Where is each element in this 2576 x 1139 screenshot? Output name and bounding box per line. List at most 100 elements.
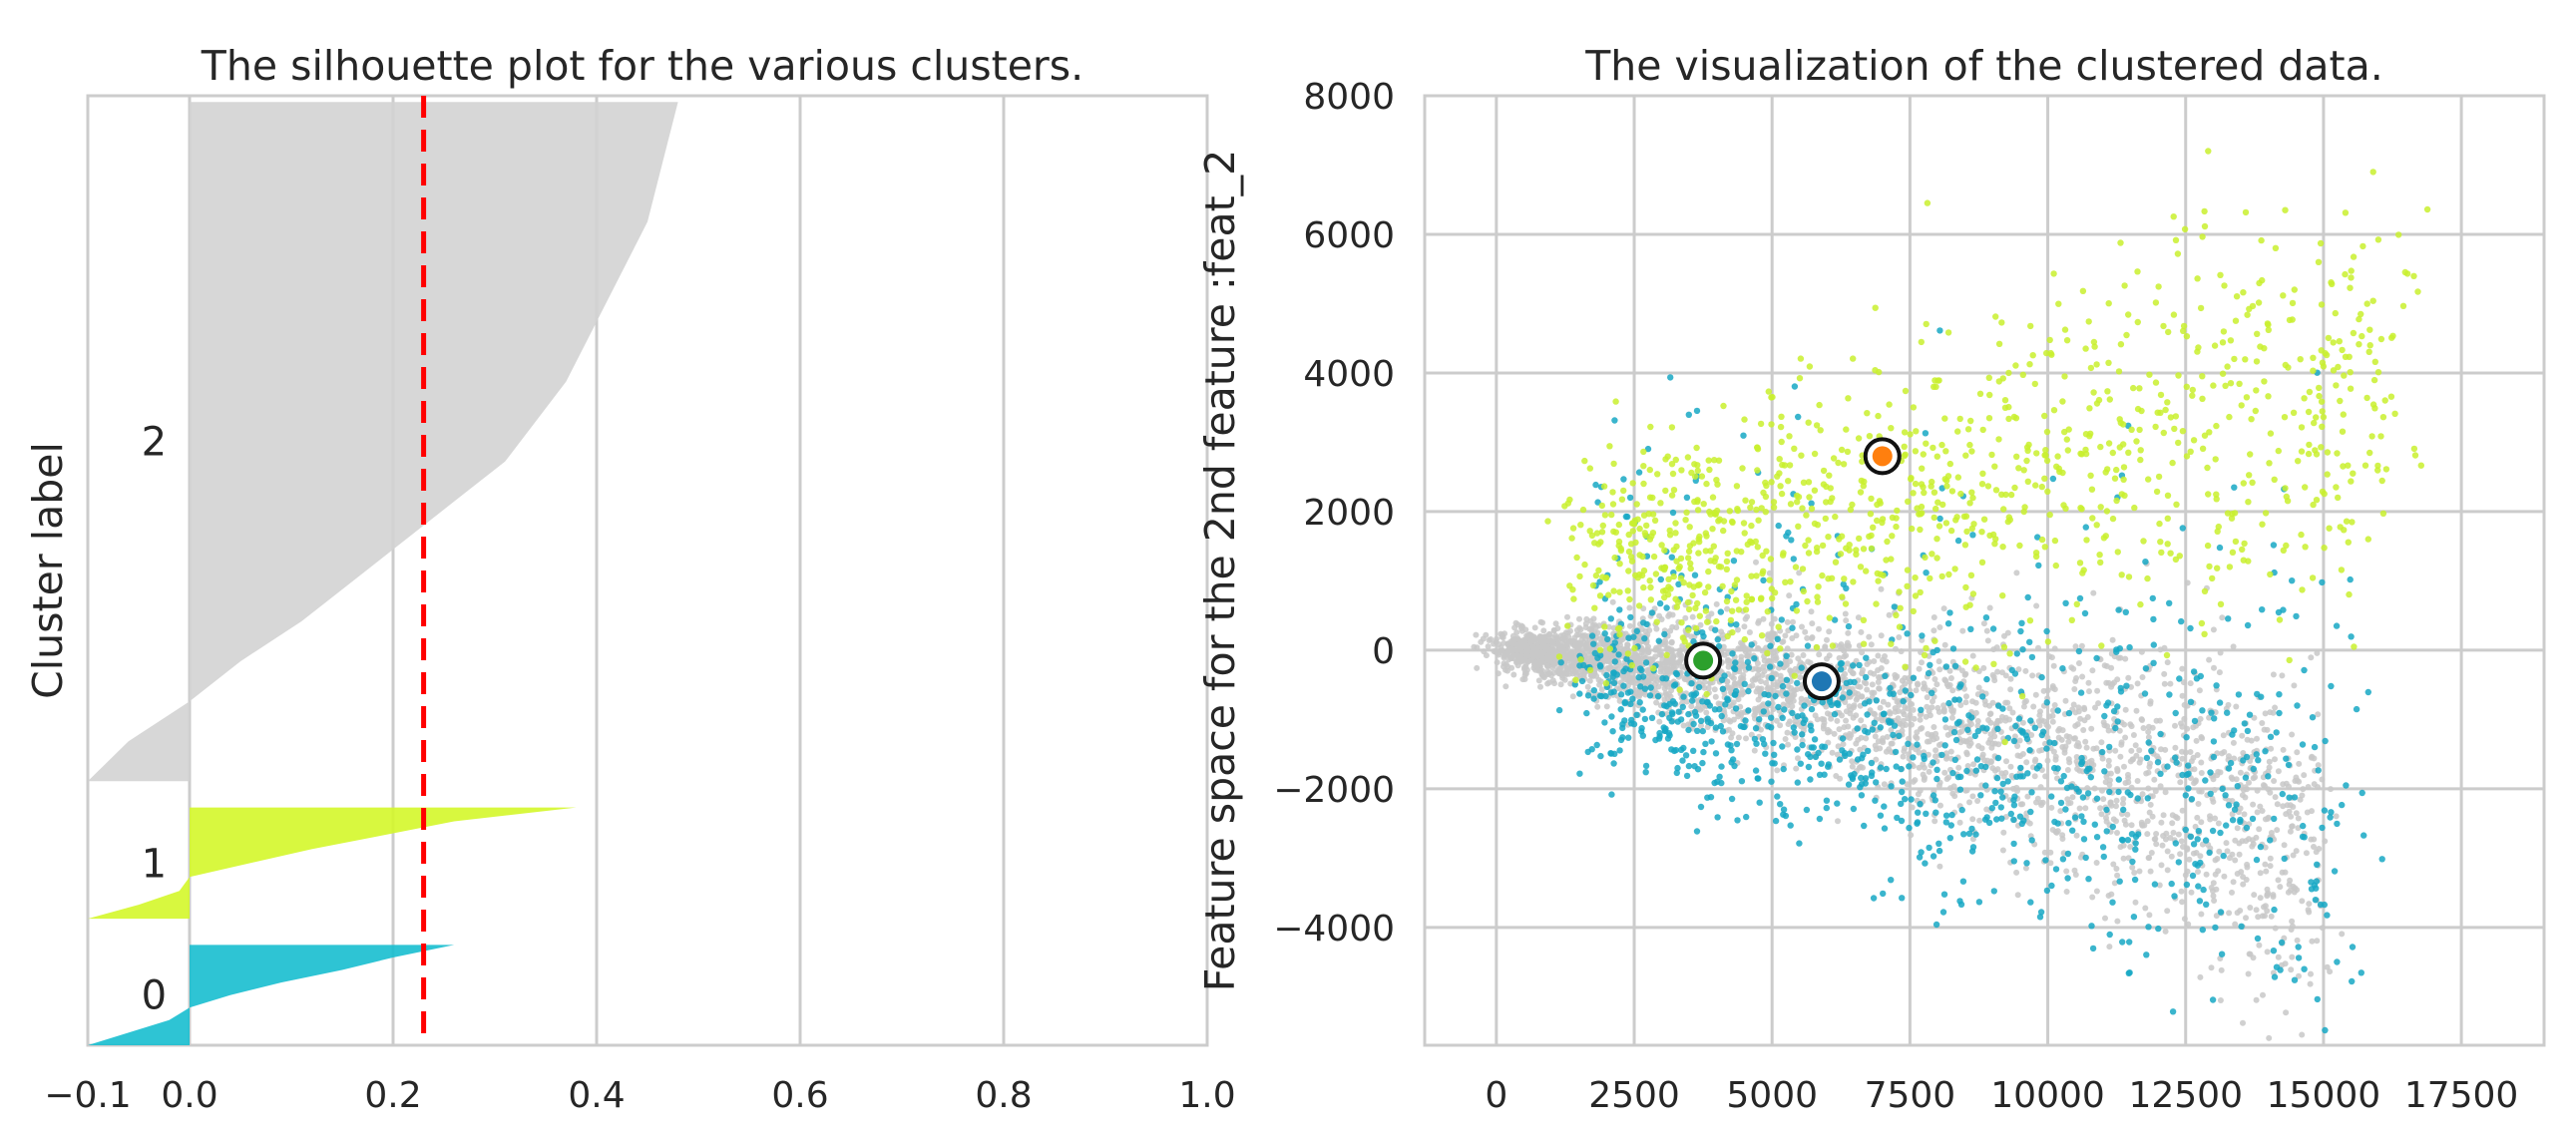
scatter-point-cluster-lime <box>2118 571 2125 578</box>
scatter-point-cluster-cyan <box>1682 752 1690 759</box>
scatter-point-cluster-cyan <box>2271 973 2279 980</box>
scatter-point-cluster-cyan <box>2157 730 2164 738</box>
scatter-point-cluster-cyan <box>2144 795 2151 802</box>
scatter-point-cluster-lime <box>1778 490 1786 498</box>
scatter-point-cluster-grey <box>1666 610 1673 617</box>
scatter-point-cluster-cyan <box>2203 901 2210 908</box>
scatter-point-cluster-lime <box>1606 645 1614 652</box>
scatter-point-cluster-grey <box>1681 676 1688 683</box>
scatter-point-cluster-cyan <box>1963 767 1970 775</box>
scatter-point-cluster-grey <box>2195 869 2201 875</box>
scatter-point-cluster-grey <box>2133 707 2140 714</box>
scatter-point-cluster-lime <box>2342 270 2349 278</box>
scatter-point-cluster-lime <box>1992 487 2000 494</box>
scatter-point-cluster-lime <box>2125 311 2132 318</box>
scatter-point-cluster-grey <box>1764 685 1771 692</box>
scatter-point-cluster-grey <box>1667 627 1674 634</box>
scatter-point-cluster-grey <box>1943 681 1950 688</box>
scatter-point-cluster-cyan <box>1977 792 1984 799</box>
scatter-point-cluster-grey <box>2129 864 2136 871</box>
scatter-point-cluster-cyan <box>1891 603 1899 610</box>
scatter-point-cluster-cyan <box>1935 847 1943 855</box>
scatter-point-cluster-grey <box>2122 655 2129 662</box>
silhouette-y-axis-label: Cluster label <box>24 442 72 699</box>
scatter-point-cluster-grey <box>2004 629 2011 636</box>
scatter-point-cluster-lime <box>1698 473 1706 480</box>
scatter-point-cluster-grey <box>2319 925 2326 932</box>
scatter-point-cluster-lime <box>1819 542 1827 550</box>
scatter-point-cluster-cyan <box>1839 735 1847 742</box>
scatter-point-cluster-cyan <box>1906 824 1913 832</box>
scatter-point-cluster-cyan <box>1918 849 1925 856</box>
scatter-point-cluster-lime <box>2001 397 2009 404</box>
scatter-point-cluster-grey <box>1739 640 1746 647</box>
scatter-point-cluster-cyan <box>1611 658 1619 665</box>
scatter-point-cluster-cyan <box>1627 613 1634 621</box>
scatter-point-cluster-lime <box>1776 456 1783 463</box>
scatter-point-cluster-grey <box>1991 740 1998 747</box>
scatter-point-cluster-lime <box>2044 488 2051 495</box>
scatter-point-cluster-cyan <box>2207 790 2214 797</box>
scatter-point-cluster-grey <box>2272 704 2279 711</box>
scatter-point-cluster-cyan <box>2027 808 2034 816</box>
scatter-point-cluster-grey <box>2032 756 2039 763</box>
scatter-point-cluster-cyan <box>2101 712 2108 720</box>
scatter-point-cluster-lime <box>1797 355 1805 362</box>
scatter-point-cluster-grey <box>1680 722 1687 729</box>
scatter-point-cluster-grey <box>1836 726 1843 733</box>
scatter-point-cluster-grey <box>2257 803 2264 810</box>
scatter-point-cluster-lime <box>1957 490 1964 498</box>
scatter-point-cluster-grey <box>1868 641 1875 648</box>
scatter-point-cluster-grey <box>2047 849 2054 856</box>
scatter-point-cluster-cyan <box>1772 692 1779 700</box>
scatter-point-cluster-cyan <box>2353 705 2361 713</box>
scatter-point-cluster-grey <box>1816 625 1822 632</box>
scatter-point-cluster-grey <box>1685 721 1692 728</box>
scatter-point-cluster-lime <box>2374 369 2382 376</box>
scatter-point-cluster-grey <box>1869 681 1876 688</box>
scatter-point-cluster-lime <box>1933 555 1940 562</box>
scatter-point-cluster-grey <box>2261 726 2268 733</box>
scatter-point-cluster-lime <box>1795 494 1803 501</box>
scatter-point-cluster-grey <box>1557 681 1564 688</box>
scatter-point-cluster-cyan <box>2083 767 2090 775</box>
scatter-point-cluster-cyan <box>1816 771 1824 778</box>
scatter-point-cluster-grey <box>2229 798 2236 804</box>
scatter-point-cluster-grey <box>1975 684 1982 691</box>
scatter-point-cluster-grey <box>2129 756 2136 763</box>
scatter-point-cluster-grey <box>1605 623 1612 630</box>
scatter-point-cluster-lime <box>2378 477 2385 485</box>
scatter-point-cluster-lime <box>1685 626 1692 633</box>
scatter-point-cluster-cyan <box>2093 654 2100 662</box>
scatter-point-cluster-lime <box>1641 530 1649 537</box>
scatter-point-cluster-grey <box>2300 786 2307 793</box>
scatter-point-cluster-grey <box>1835 743 1842 750</box>
scatter-point-cluster-cyan <box>2059 856 2067 863</box>
scatter-point-cluster-cyan <box>1929 689 1935 696</box>
scatter-point-cluster-grey <box>2179 899 2186 906</box>
scatter-point-cluster-cyan <box>1941 716 1949 723</box>
scatter-point-cluster-grey <box>2108 891 2115 898</box>
scatter-point-cluster-lime <box>1633 501 1640 508</box>
scatter-point-cluster-grey <box>2184 868 2191 875</box>
scatter-point-cluster-grey <box>1897 689 1904 696</box>
scatter-point-cluster-cyan <box>1694 727 1701 734</box>
scatter-point-cluster-cyan <box>1881 803 1888 810</box>
scatter-point-cluster-cyan <box>2223 822 2230 829</box>
scatter-point-cluster-grey <box>2308 654 2315 661</box>
scatter-point-cluster-cyan <box>2349 944 2357 950</box>
scatter-point-cluster-grey <box>2229 889 2235 896</box>
scatter-point-cluster-grey <box>2289 731 2296 738</box>
scatter-point-cluster-grey <box>2029 672 2036 679</box>
scatter-point-cluster-cyan <box>1576 770 1583 777</box>
scatter-point-cluster-lime <box>2042 452 2049 459</box>
scatter-point-cluster-cyan <box>2120 806 2127 814</box>
scatter-point-cluster-grey <box>1892 671 1899 678</box>
scatter-point-cluster-cyan <box>1799 741 1806 749</box>
scatter-point-cluster-lime <box>1649 665 1657 672</box>
scatter-point-cluster-cyan <box>1798 664 1805 671</box>
scatter-point-cluster-grey <box>2082 738 2089 745</box>
scatter-point-cluster-grey <box>1790 697 1797 704</box>
scatter-point-cluster-grey <box>2114 872 2121 879</box>
scatter-point-cluster-lime <box>1618 496 1626 503</box>
